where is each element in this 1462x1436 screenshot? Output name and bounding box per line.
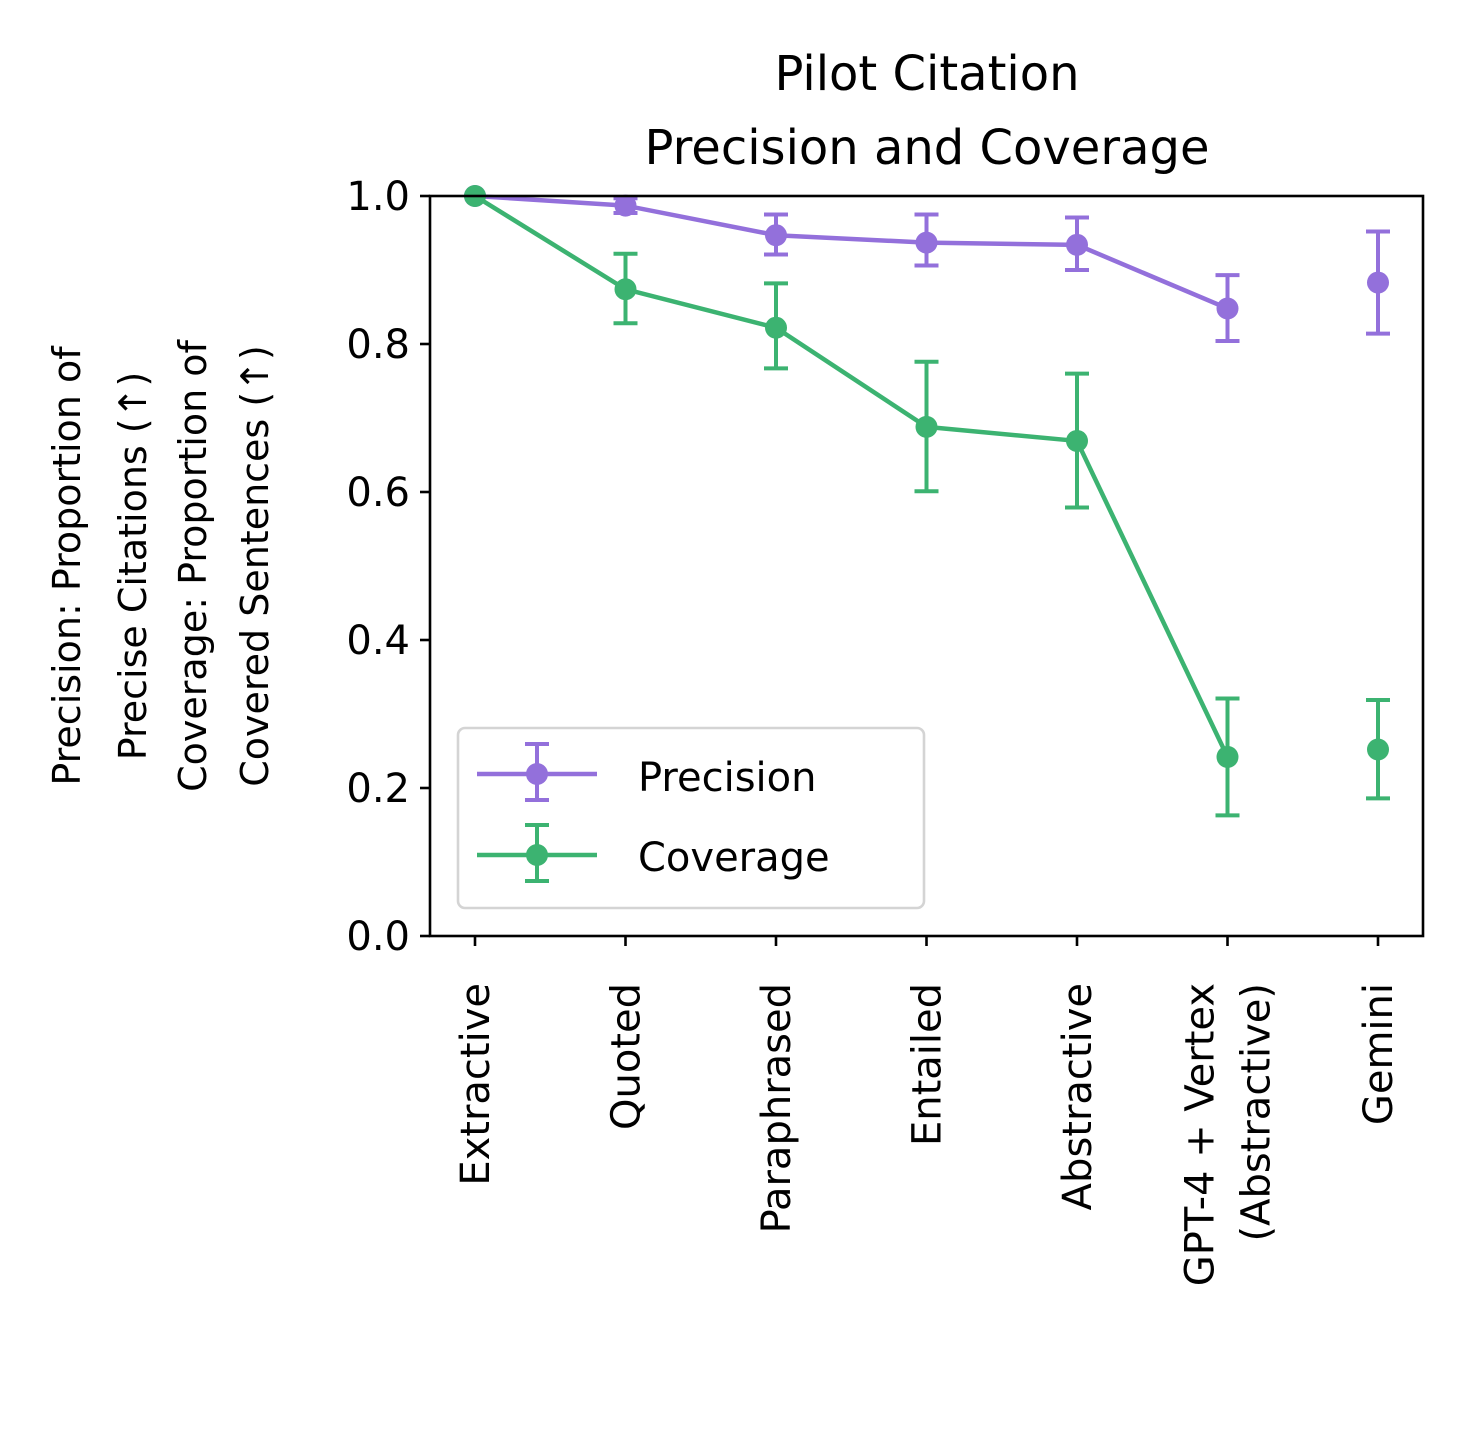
y-axis-label-line-4: Covered Sentences (↑) — [233, 345, 277, 787]
legend-entry-precision — [477, 742, 597, 802]
y-axis-label: Precision: Proportion of Precise Citatio… — [45, 339, 277, 792]
data-point-coverage — [1367, 738, 1389, 761]
y-tick-label: 0.6 — [346, 470, 410, 516]
data-point-coverage — [765, 316, 787, 339]
x-tick-label: Quoted — [604, 983, 650, 1130]
x-tick-label-line: (Abstractive) — [1234, 983, 1280, 1242]
chart-title-line-2: Precision and Coverage — [645, 120, 1210, 176]
series-line-coverage — [473, 194, 1230, 758]
y-tick-label: 0.2 — [346, 766, 410, 812]
x-axis: Extractive Quoted Paraphrased Entailed Abstr… — [453, 936, 1402, 1286]
legend-label-coverage: Coverage — [638, 835, 830, 881]
x-tick-label: Paraphrased — [754, 983, 800, 1233]
y-tick-label: 0.4 — [346, 618, 410, 664]
x-tick-label: Gemini — [1356, 983, 1402, 1125]
legend-marker-precision — [526, 763, 548, 785]
y-tick-label: 0.0 — [346, 914, 410, 960]
y-axis-label-line-1: Precision: Proportion of — [45, 345, 89, 786]
data-point-precision — [1367, 271, 1389, 294]
x-tick-label: Extractive — [453, 983, 499, 1186]
data-point-precision — [1066, 233, 1088, 256]
series-precision — [464, 185, 1390, 344]
y-tick-label: 1.0 — [346, 174, 410, 220]
data-point-precision — [1216, 297, 1239, 320]
x-tick-label-line: Quoted — [604, 983, 650, 1130]
legend: Precision Coverage — [456, 726, 926, 910]
data-point-precision — [765, 224, 787, 247]
data-point-coverage — [1066, 429, 1088, 452]
data-point-coverage — [614, 278, 637, 301]
chart-title-line-1: Pilot Citation — [774, 46, 1079, 102]
y-axis-label-line-3: Coverage: Proportion of — [171, 339, 215, 792]
x-tick-label-line: GPT-4 + Vertex — [1178, 983, 1224, 1286]
plot-frame — [428, 194, 1425, 938]
legend-marker-coverage — [526, 844, 548, 866]
legend-entry-coverage — [477, 823, 597, 883]
data-point-coverage — [1216, 745, 1239, 768]
x-tick-label: Entailed — [905, 983, 951, 1146]
x-tick-label: Abstractive — [1055, 983, 1101, 1210]
data-point-precision — [614, 194, 637, 217]
legend-label-precision: Precision — [638, 755, 816, 801]
series-coverage — [464, 185, 1390, 818]
x-tick-label: GPT-4 + Vertex (Abstractive) — [1178, 983, 1280, 1286]
series-line-precision — [474, 193, 1229, 311]
data-point-precision — [915, 231, 938, 254]
y-axis: 0.0 0.2 0.4 0.6 0.8 1.0 — [346, 174, 430, 960]
y-tick-label: 0.8 — [346, 322, 410, 368]
x-tick-label-line: Abstractive — [1055, 983, 1101, 1210]
series-layer — [464, 185, 1390, 818]
data-point-coverage — [915, 415, 938, 438]
x-tick-label-line: Entailed — [905, 983, 951, 1146]
x-tick-label-line: Extractive — [453, 983, 499, 1186]
x-tick-label-line: Paraphrased — [754, 983, 800, 1233]
y-axis-label-line-2: Precise Citations (↑) — [111, 372, 155, 761]
x-tick-label-line: Gemini — [1356, 983, 1402, 1125]
